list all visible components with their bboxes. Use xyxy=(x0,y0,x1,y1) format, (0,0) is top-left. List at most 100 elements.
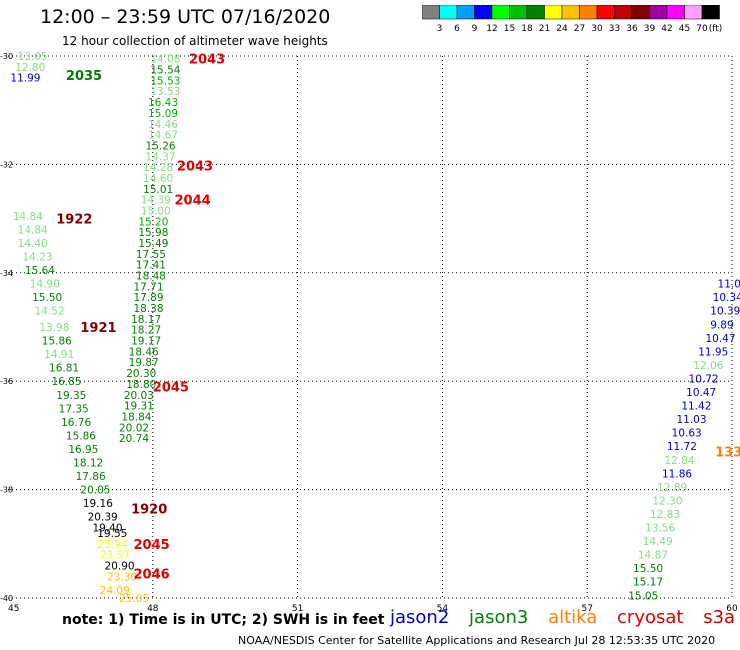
wave-height-value: 14.90 xyxy=(30,279,60,291)
wave-height-value: 17.89 xyxy=(133,292,163,304)
lon-tick-label: 57 xyxy=(581,604,592,614)
color-scale-legend: 3 6 9 12 15 18 21 24 27 30 33 36 39 42 45 70 (ft) xyxy=(422,5,722,34)
pass-time-label: 2044 xyxy=(175,194,211,209)
wave-height-value: 19.31 xyxy=(124,401,154,413)
wave-height-value: 20.30 xyxy=(126,368,156,380)
wave-height-value: 14.91 xyxy=(44,349,74,361)
wave-height-value: 15.20 xyxy=(138,216,168,228)
wave-height-value: 17.35 xyxy=(59,403,89,415)
wave-height-value: 14.37 xyxy=(146,151,176,163)
scale-label: 42 xyxy=(661,24,672,34)
wave-height-value: 14.67 xyxy=(148,130,178,142)
wave-height-value: 16.95 xyxy=(68,444,98,456)
scale-label: 45 xyxy=(679,24,690,34)
pass-time-label: 1922 xyxy=(56,213,92,228)
lat-tick-label: -34 xyxy=(0,269,13,278)
sat-cryosat: cryosat xyxy=(617,607,684,628)
pass-time-label: 1921 xyxy=(80,321,116,336)
wave-height-value: 14.28 xyxy=(143,162,173,174)
wave-height-value: 20.05 xyxy=(80,485,110,497)
scale-label: 27 xyxy=(574,24,585,34)
wave-height-value: 11.99 xyxy=(10,73,40,85)
scale-label: 30 xyxy=(591,24,603,34)
wave-height-value: 15.00 xyxy=(141,205,171,217)
wave-height-value: 19.40 xyxy=(92,523,122,535)
wave-height-value: 15.53 xyxy=(150,75,180,87)
wave-height-value: 15.01 xyxy=(143,184,173,196)
wave-height-value: 12.80 xyxy=(15,62,45,74)
wave-height-value: 13.56 xyxy=(645,523,675,535)
lon-tick-label: 51 xyxy=(292,604,303,614)
wave-height-value: 19.87 xyxy=(129,357,159,369)
wave-height-value: 14.52 xyxy=(35,306,65,318)
wave-height-value: 11.86 xyxy=(662,468,692,480)
wave-height-value: 20.74 xyxy=(119,433,149,445)
wave-height-value: 15.86 xyxy=(42,336,72,348)
wave-height-value: 14.84 xyxy=(18,224,48,236)
wave-height-value: 10.47 xyxy=(705,333,735,345)
sat-s3a: s3a xyxy=(703,607,736,628)
wave-height-value: 18.38 xyxy=(133,303,163,315)
pass-time-label: 2045 xyxy=(133,538,169,553)
wave-height-value: 15.98 xyxy=(138,227,168,239)
wave-height-value: 10.34 xyxy=(713,292,740,304)
wave-height-value: 23.30 xyxy=(107,571,137,583)
pass-time-label: 2046 xyxy=(133,568,169,583)
scale-label: 70 xyxy=(696,24,708,34)
wave-height-value: 12.83 xyxy=(650,509,680,521)
wave-height-value: 19.55 xyxy=(97,528,127,540)
scale-label: 15 xyxy=(504,24,515,34)
wave-height-value: 15.50 xyxy=(633,563,663,575)
wave-height-value: 12.89 xyxy=(657,482,687,494)
credit-line: NOAA/NESDIS Center for Satellite Applica… xyxy=(238,634,716,647)
wave-height-value: 11.05 xyxy=(718,279,740,291)
wave-height-value: 10.39 xyxy=(710,306,740,318)
wave-height-value: 15.05 xyxy=(628,590,658,602)
lat-tick-label: -40 xyxy=(0,594,13,603)
wave-height-value: 11.03 xyxy=(676,414,706,426)
wave-height-value: 17.71 xyxy=(133,281,163,293)
wave-height-value: 15.17 xyxy=(633,577,663,589)
wave-height-value: 16.85 xyxy=(51,376,81,388)
page-title: 12:00 – 23:59 UTC 07/16/2020 xyxy=(40,6,331,28)
wave-height-value: 15.49 xyxy=(138,238,168,250)
lon-tick-label: 45 xyxy=(8,604,19,614)
lon-tick-label: 60 xyxy=(726,604,738,614)
wave-height-value: 20.39 xyxy=(88,512,118,524)
pass-time-label: 1920 xyxy=(131,503,167,518)
scale-label: 33 xyxy=(609,24,620,34)
scale-label: 21 xyxy=(539,24,550,34)
units-note: note: 1) Time is in UTC; 2) SWH is in fe… xyxy=(62,612,385,628)
lat-tick-label: -38 xyxy=(0,486,13,495)
wave-height-value: 14.40 xyxy=(18,238,48,250)
wave-height-value: 11.72 xyxy=(667,441,697,453)
wave-height-value: 14.39 xyxy=(141,195,171,207)
wave-height-value: 18.80 xyxy=(126,379,156,391)
lon-tick-label: 54 xyxy=(437,604,449,614)
wave-height-value: 13.05 xyxy=(18,51,48,63)
wave-height-value: 14.84 xyxy=(13,211,43,223)
wave-height-value: 25.05 xyxy=(119,593,149,605)
wave-height-value: 12.84 xyxy=(664,455,694,467)
wave-height-value: 15.09 xyxy=(148,108,178,120)
wave-height-value: 14.08 xyxy=(150,54,180,66)
scale-label: 24 xyxy=(556,24,568,34)
pass-time-label: 133 xyxy=(715,446,740,461)
wave-height-value: 9.89 xyxy=(710,319,733,331)
wave-height-value: 16.81 xyxy=(49,363,79,375)
wave-height-value: 15.86 xyxy=(66,430,96,442)
page-subtitle: 12 hour collection of altimeter wave hei… xyxy=(62,34,328,48)
lon-tick-label: 48 xyxy=(147,604,159,614)
scale-label: 9 xyxy=(472,24,478,34)
sat-jason2: jason2 xyxy=(390,607,450,628)
wave-height-value: 17.41 xyxy=(136,260,166,272)
wave-height-value: 24.09 xyxy=(100,585,130,597)
wave-height-value: 18.17 xyxy=(131,314,161,326)
wave-height-value: 18.46 xyxy=(129,346,159,358)
lat-tick-label: -32 xyxy=(0,160,13,169)
wave-height-value: 20.02 xyxy=(119,422,149,434)
scale-label: 12 xyxy=(486,24,497,34)
wave-height-value: 16.43 xyxy=(148,97,178,109)
wave-height-value: 12.30 xyxy=(652,495,682,507)
